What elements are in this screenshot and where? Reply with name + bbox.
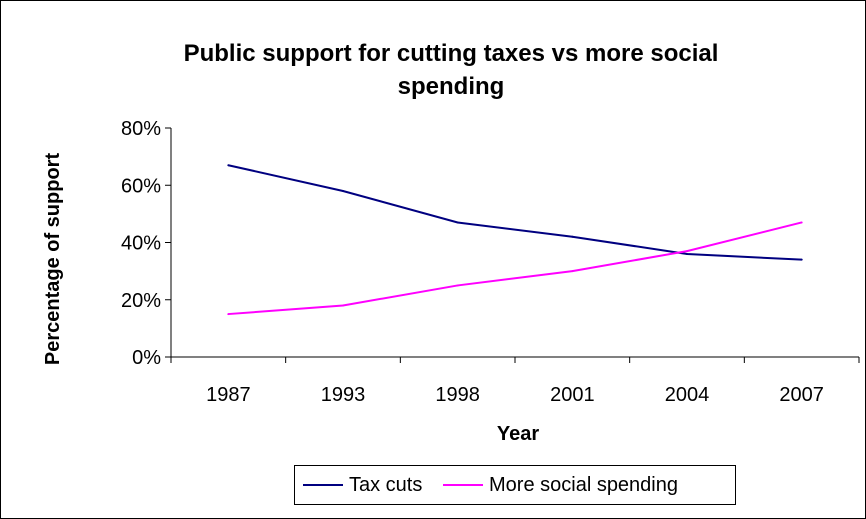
x-tick-label: 1998 bbox=[435, 384, 480, 406]
legend-swatch-social-spending bbox=[443, 484, 483, 486]
data-point bbox=[456, 221, 459, 224]
x-axis-label: Year bbox=[496, 423, 540, 445]
y-tick-label: 20% bbox=[121, 290, 161, 312]
y-tick-label: 0% bbox=[132, 347, 161, 369]
legend-swatch-tax-cuts bbox=[303, 484, 343, 486]
series-line-1 bbox=[228, 221, 802, 316]
data-point bbox=[342, 189, 344, 192]
legend-item-tax-cuts: Tax cuts bbox=[303, 466, 422, 504]
y-tick-label: 60% bbox=[121, 175, 161, 197]
data-point bbox=[227, 313, 230, 316]
data-point bbox=[800, 221, 803, 224]
data-point bbox=[571, 235, 574, 238]
x-tick-label: 1987 bbox=[206, 384, 251, 406]
x-tick-label: 2004 bbox=[665, 384, 710, 406]
data-point bbox=[227, 164, 230, 167]
data-point bbox=[456, 284, 459, 287]
legend-label-social-spending: More social spending bbox=[489, 473, 678, 496]
x-tick-label: 2007 bbox=[779, 384, 824, 406]
data-point bbox=[686, 252, 688, 255]
x-tick-label: 2001 bbox=[550, 384, 595, 406]
legend: Tax cuts More social spending bbox=[294, 465, 736, 505]
y-tick-label: 80% bbox=[121, 118, 161, 140]
series-line-0 bbox=[228, 164, 802, 261]
x-tick-label: 1993 bbox=[321, 384, 366, 406]
data-point bbox=[571, 270, 574, 273]
data-point bbox=[800, 258, 803, 261]
legend-item-social-spending: More social spending bbox=[443, 466, 678, 504]
legend-label-tax-cuts: Tax cuts bbox=[349, 473, 423, 496]
y-tick-label: 40% bbox=[121, 233, 161, 255]
data-point bbox=[342, 304, 344, 307]
data-point bbox=[686, 250, 688, 253]
chart-title: Public support for cutting taxes vs more… bbox=[183, 40, 719, 100]
